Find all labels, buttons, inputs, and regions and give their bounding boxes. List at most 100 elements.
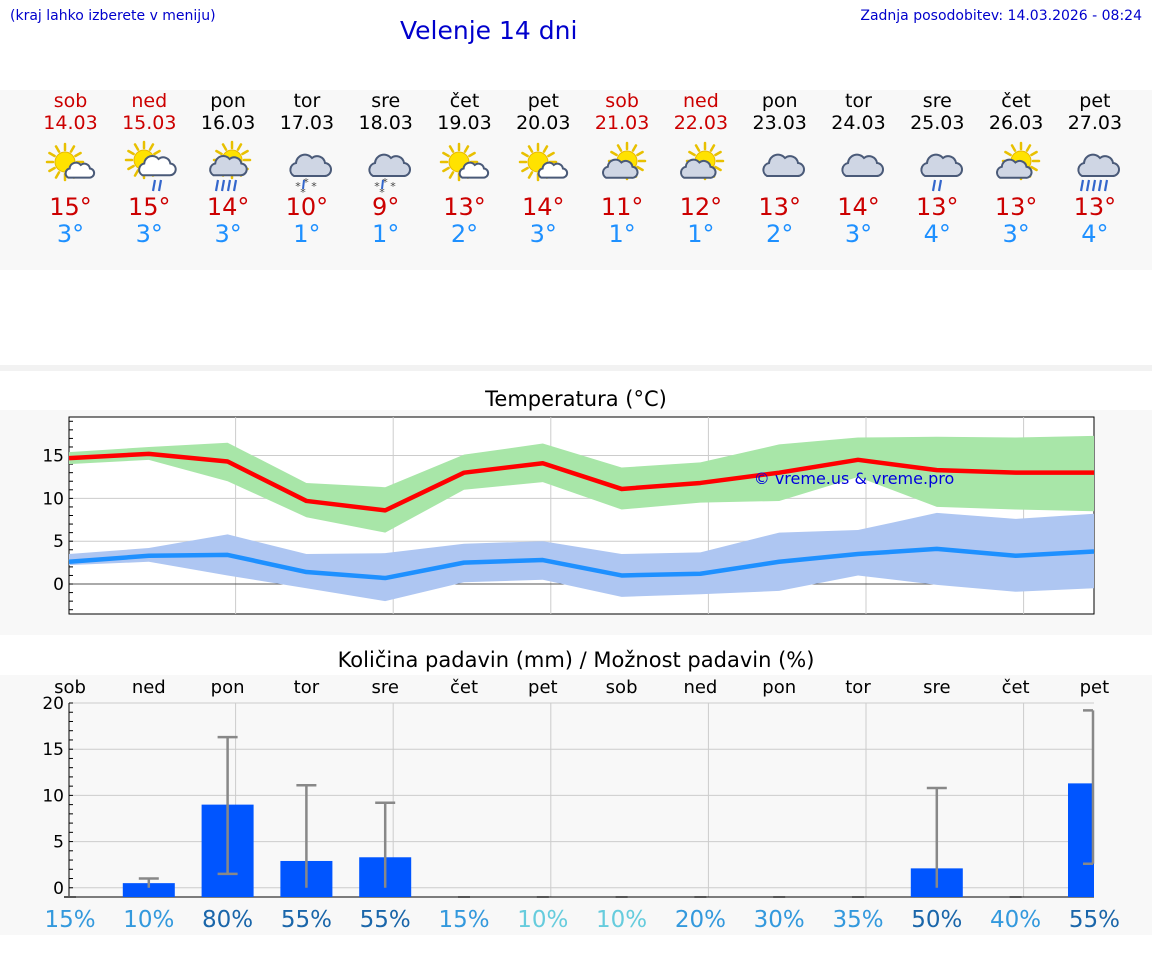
day-column: čet 19.03 13° 2°	[425, 90, 504, 248]
x-day-label: pon	[211, 677, 245, 698]
sun-cloud-heavy-rain-icon	[208, 140, 251, 192]
weather-icon	[1055, 134, 1134, 194]
precipitation-chart-title: Količina padavin (mm) / Možnost padavin …	[337, 648, 815, 672]
max-temp: 9°	[372, 193, 400, 221]
temperature-chart-title: Temperatura (°C)	[485, 387, 667, 411]
weather-icon	[819, 134, 898, 194]
max-temp-line	[68, 451, 1094, 513]
y-tick-label: 0	[53, 575, 64, 595]
day-column: pon 23.03 13° 2°	[740, 90, 819, 248]
day-name: pet	[1079, 90, 1111, 112]
day-column: pet 20.03 14° 3°	[504, 90, 583, 248]
x-day-label: čet	[1002, 677, 1030, 698]
precip-probability: 55%	[360, 907, 411, 933]
precip-probability: 15%	[44, 907, 95, 933]
min-temp: 1°	[608, 220, 636, 248]
sun-behind-cloud-icon	[680, 141, 725, 181]
day-date: 19.03	[437, 112, 492, 134]
page-title: Velenje 14 dni	[400, 16, 578, 45]
x-day-label: ned	[132, 677, 166, 698]
precip-bar	[122, 883, 175, 897]
min-temp: 3°	[529, 220, 557, 248]
day-date: 27.03	[1067, 112, 1123, 134]
cloud-snow-icon: * * **	[289, 153, 333, 199]
svg-text:*: *	[390, 180, 396, 193]
max-temp-range	[69, 435, 1094, 533]
day-date: 25.03	[910, 112, 965, 134]
day-date: 21.03	[594, 112, 650, 134]
day-date: 22.03	[673, 112, 729, 134]
max-temp: 13°	[916, 193, 959, 221]
precip-probability: 50%	[911, 907, 962, 933]
day-date: 23.03	[752, 112, 807, 134]
weather-icon	[425, 134, 504, 194]
weather-icon: * * * *	[267, 134, 346, 199]
precip-probability: 80%	[202, 907, 253, 933]
day-column: tor 17.03 * * * * 10° 1°	[267, 90, 346, 248]
min-temp-line	[68, 546, 1095, 581]
precip-probability: 20%	[675, 907, 726, 933]
day-name: ned	[131, 90, 168, 112]
sun-cloud-icon	[518, 142, 568, 182]
min-temp: 1°	[687, 220, 715, 248]
min-temp: 3°	[56, 220, 85, 248]
separator	[0, 365, 1152, 371]
day-name: pon	[761, 90, 798, 112]
cloud-icon	[762, 153, 806, 177]
x-day-label: ned	[683, 677, 717, 698]
y-tick-label: 15	[42, 740, 64, 760]
y-tick-label: 20	[42, 694, 64, 714]
weather-icon	[898, 134, 977, 194]
day-column: pet 27.03 13° 4°	[1055, 90, 1134, 248]
day-name: čet	[449, 90, 480, 112]
day-column: ned 22.03 12° 1°	[661, 90, 740, 248]
weather-icon	[740, 134, 819, 194]
precip-probability: 10%	[517, 907, 568, 933]
day-date: 14.03	[43, 112, 98, 134]
day-name: tor	[293, 90, 321, 112]
day-date: 15.03	[122, 112, 177, 134]
sun-cloud-rain-icon	[124, 140, 177, 192]
max-temp: 14°	[522, 193, 565, 221]
day-name: ned	[682, 90, 719, 112]
x-day-label: sre	[923, 677, 950, 698]
y-tick-label: 5	[53, 833, 64, 853]
y-tick-label: 5	[53, 532, 64, 552]
location-menu-note: (kraj lahko izberete v meniju)	[10, 8, 216, 24]
precip-probability: 30%	[754, 907, 805, 933]
day-column: tor 24.03 14° 3°	[819, 90, 898, 248]
day-name: tor	[845, 90, 872, 112]
x-day-label: tor	[294, 677, 320, 698]
weather-icon	[110, 134, 189, 194]
min-temp: 1°	[293, 220, 321, 248]
precip-bar	[1068, 783, 1094, 897]
max-temp: 12°	[679, 193, 723, 221]
min-temp: 3°	[135, 220, 163, 248]
sun-cloud-icon	[45, 142, 96, 182]
day-name: sob	[605, 90, 639, 112]
precip-probability: 55%	[281, 907, 332, 933]
precip-probability: 10%	[123, 907, 174, 933]
y-tick-label: 10	[42, 786, 64, 806]
svg-text:*: *	[304, 176, 310, 189]
day-name: sre	[371, 90, 401, 112]
y-tick-label: 15	[42, 447, 64, 467]
weather-icon	[977, 134, 1056, 194]
sun-behind-cloud-icon	[601, 141, 646, 181]
weather-icon	[31, 134, 110, 194]
day-column: sre 25.03 13° 4°	[898, 90, 977, 248]
sun-cloud-icon	[439, 142, 490, 182]
day-column: pon 16.03 14° 3°	[189, 90, 268, 248]
day-name: sre	[922, 90, 952, 112]
y-tick-label: 10	[42, 489, 64, 509]
min-temp: 2°	[766, 220, 794, 248]
svg-text:*: *	[382, 176, 388, 189]
cloud-heavy-rain-icon	[1077, 153, 1121, 192]
min-temp: 2°	[450, 220, 479, 248]
precip-probability: 10%	[596, 907, 647, 933]
sun-behind-cloud-icon	[995, 141, 1040, 181]
day-date: 18.03	[358, 112, 413, 134]
precip-probability: 35%	[832, 907, 883, 933]
min-temp: 3°	[844, 220, 873, 248]
